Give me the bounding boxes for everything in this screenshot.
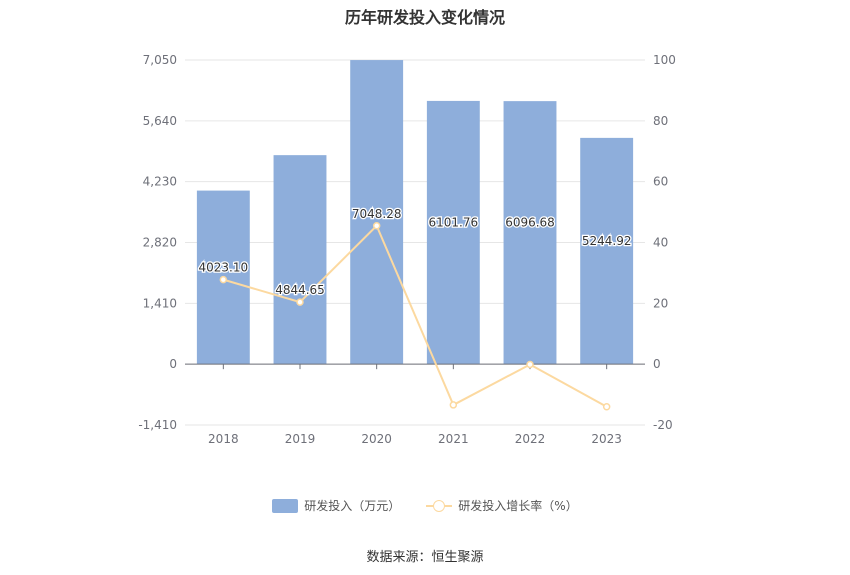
- bar: [350, 60, 404, 365]
- y-left-tick-label: 0: [169, 357, 177, 371]
- legend-label-rd-investment: 研发投入（万元）: [304, 499, 401, 513]
- bar: [273, 155, 327, 365]
- bar-data-label: 4844.65: [275, 283, 325, 297]
- legend: 研发投入（万元） 研发投入增长率（%）: [0, 497, 850, 514]
- bar: [580, 137, 634, 365]
- y-left-tick-label: 4,230: [143, 175, 177, 189]
- line-point: [219, 275, 228, 284]
- y-right-tick-label: 80: [653, 114, 668, 128]
- bar: [426, 100, 480, 365]
- x-tick-label: 2023: [591, 432, 622, 446]
- line-point: [602, 403, 611, 411]
- data-source: 数据来源：恒生聚源: [366, 550, 484, 565]
- x-tick-label: 2022: [515, 432, 546, 446]
- y-right-tick-label: 20: [653, 296, 668, 310]
- line-point: [449, 401, 458, 409]
- y-right-tick-label: 100: [653, 53, 676, 67]
- legend-label-growth-rate: 研发投入增长率（%）: [458, 499, 578, 513]
- bar-data-label: 6101.76: [429, 216, 479, 230]
- x-tick-label: 2021: [438, 432, 469, 446]
- line-point: [296, 298, 304, 306]
- y-right-tick-label: -20: [653, 418, 673, 432]
- y-right-tick-label: 0: [653, 357, 661, 371]
- bar-data-label: 5244.92: [582, 234, 632, 248]
- legend-item-rd-investment[interactable]: 研发投入（万元）: [272, 497, 400, 514]
- bar: [503, 101, 557, 365]
- chart-title: 历年研发投入变化情况: [344, 8, 505, 27]
- x-tick-label: 2019: [285, 432, 316, 446]
- y-right-tick-label: 60: [653, 175, 668, 189]
- growth-rate-line: [223, 224, 608, 408]
- y-left-tick-label: 7,050: [143, 53, 177, 67]
- x-tick-label: 2018: [208, 432, 239, 446]
- line-point: [372, 222, 381, 230]
- x-tick-label: 2020: [361, 432, 392, 446]
- legend-bar-swatch: [272, 498, 299, 513]
- legend-item-growth-rate[interactable]: 研发投入增长率（%）: [426, 497, 578, 514]
- line-point: [526, 360, 534, 369]
- bar-data-label: 4023.10: [199, 261, 249, 275]
- y-left-tick-label: -1,410: [138, 418, 177, 432]
- legend-line-swatch: [426, 499, 453, 513]
- y-left-tick-label: 2,820: [143, 236, 177, 250]
- y-right-tick-label: 40: [653, 236, 668, 250]
- bar-data-label: 6096.68: [505, 216, 555, 230]
- y-left-tick-label: 5,640: [143, 114, 177, 128]
- y-left-tick-label: 1,410: [143, 296, 177, 310]
- bar-data-label: 7048.28: [352, 207, 402, 221]
